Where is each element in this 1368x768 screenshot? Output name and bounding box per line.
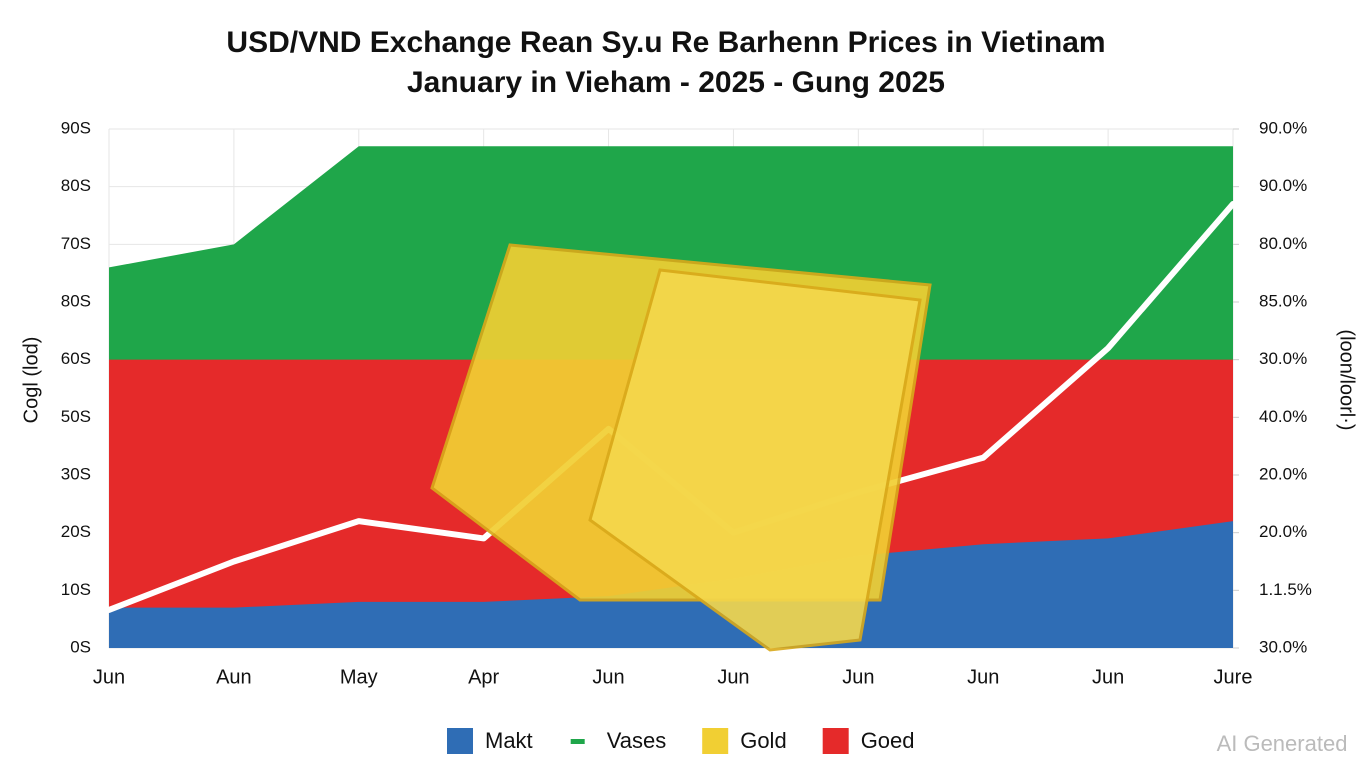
chart-subtitle: January in Vieham - 2025 - Gung 2025	[407, 66, 945, 99]
gold-bar	[588, 268, 922, 652]
gold-illustration	[430, 243, 932, 652]
y2-tick-label: 30.0%	[1259, 349, 1307, 368]
x-tick-label: Jun	[93, 666, 125, 688]
y2-tick-label: 90.0%	[1259, 118, 1307, 137]
x-tick-label: Jun	[717, 666, 749, 688]
x-tick-label: May	[340, 666, 378, 688]
x-tick-label: Jure	[1214, 666, 1253, 688]
x-tick-label: Jun	[967, 666, 999, 688]
x-tick-label: Apr	[468, 666, 499, 688]
y2-axis-label: (loon/loorl·)	[1336, 329, 1358, 430]
y-tick-label: 90S	[61, 118, 91, 137]
watermark: AI Generated	[1217, 731, 1348, 756]
chart-title: USD/VND Exchange Rean Sy.u Re Barhenn Pr…	[226, 26, 1105, 59]
y-tick-label: 20S	[61, 522, 91, 541]
y2-tick-label: 20.0%	[1259, 522, 1307, 541]
legend-label: Makt	[485, 728, 533, 753]
legend-label: Vases	[607, 728, 667, 753]
legend-label: Gold	[740, 728, 786, 753]
y2-tick-label: 1.1.5%	[1259, 580, 1312, 599]
y-tick-label: 70S	[61, 234, 91, 253]
y2-tick-label: 30.0%	[1259, 637, 1307, 656]
area-series	[109, 521, 1233, 648]
y2-tick-label: 80.0%	[1259, 234, 1307, 253]
y2-tick-label: 20.0%	[1259, 464, 1307, 483]
y-tick-label: 80S	[61, 176, 91, 195]
y-tick-label: 50S	[61, 407, 91, 426]
x-tick-label: Jun	[1092, 666, 1124, 688]
legend-swatch	[447, 728, 473, 754]
x-tick-label: Aun	[216, 666, 252, 688]
y-axis-label: Cogl (lod)	[20, 337, 42, 424]
y-tick-label: 30S	[61, 464, 91, 483]
legend-swatch	[702, 728, 729, 754]
x-tick-label: Jun	[592, 666, 624, 688]
y-tick-label: 60S	[61, 349, 91, 368]
x-tick-label: Jun	[842, 666, 874, 688]
y-tick-label: 0S	[70, 637, 91, 656]
y2-tick-label: 40.0%	[1259, 407, 1307, 426]
y-tick-label: 80S	[61, 291, 91, 310]
y2-tick-label: 85.0%	[1259, 291, 1307, 310]
legend-label: Goed	[861, 728, 915, 753]
legend-swatch	[822, 728, 849, 754]
y2-tick-label: 90.0%	[1259, 176, 1307, 195]
legend-swatch	[570, 739, 585, 744]
y-tick-label: 10S	[61, 580, 91, 599]
